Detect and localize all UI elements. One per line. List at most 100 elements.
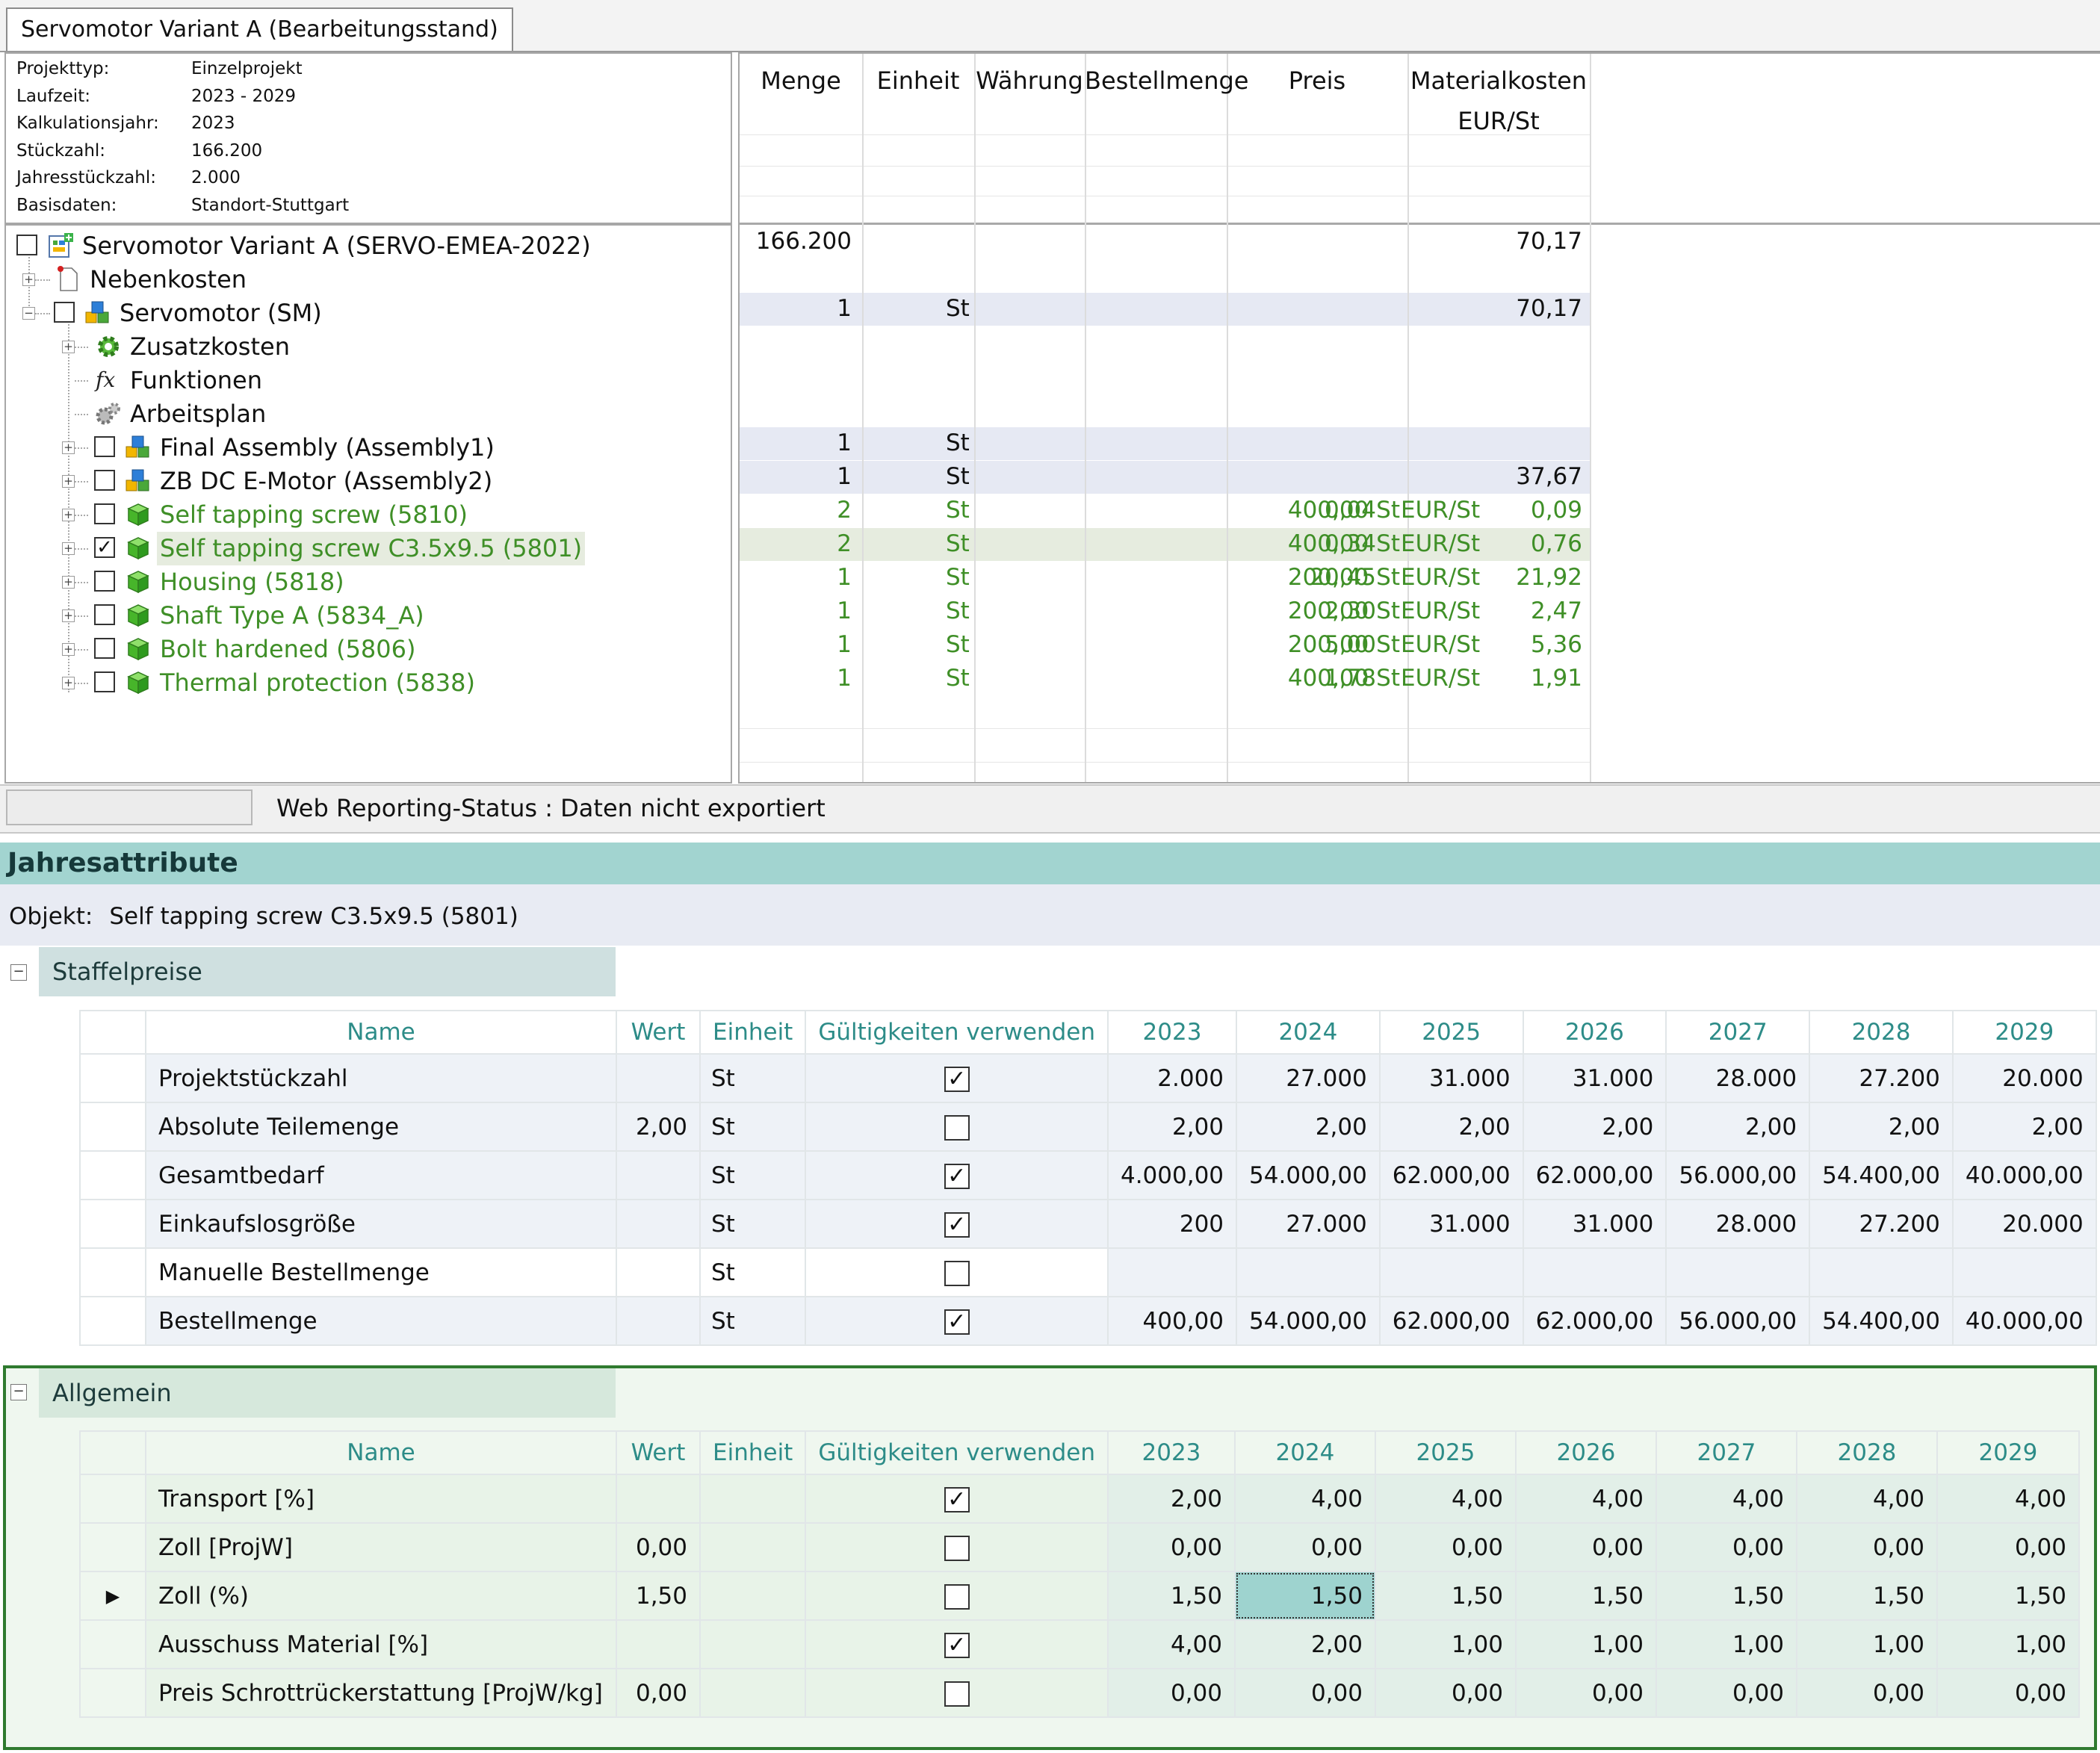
cell-year-2027[interactable]: 28.000 (1665, 1199, 1811, 1249)
cell-year-2024[interactable] (1236, 1247, 1381, 1297)
column-header[interactable]: 2028 (1809, 1010, 1954, 1055)
tree-checkbox[interactable] (94, 436, 115, 457)
cell-year-2029[interactable]: 40.000,00 (1951, 1296, 2097, 1346)
cell-year-2023[interactable]: 0,00 (1106, 1668, 1236, 1718)
tree-checkbox[interactable]: ✓ (94, 537, 115, 558)
cell-year-2029[interactable]: 20.000 (1951, 1199, 2097, 1249)
column-header[interactable]: Einheit (699, 1430, 807, 1475)
cell-wert[interactable] (616, 1150, 701, 1200)
cell-year-2023[interactable]: 2.000 (1106, 1053, 1238, 1103)
cell-wert[interactable] (616, 1199, 701, 1249)
gueltigkeiten-checkbox[interactable] (944, 1535, 970, 1561)
column-header-waehrung[interactable]: Währung (976, 66, 1083, 95)
tree-node[interactable]: + Bolt hardened (5806) (6, 633, 729, 666)
tree-checkbox[interactable] (54, 302, 75, 323)
tree-node[interactable]: + ZB DC E-Motor (Assembly2) (6, 465, 729, 498)
gueltigkeiten-checkbox[interactable]: ✓ (944, 1309, 970, 1335)
column-header[interactable]: 2029 (1936, 1430, 2080, 1475)
cell-year-2024[interactable]: 27.000 (1236, 1199, 1381, 1249)
cell-year-2027[interactable] (1665, 1247, 1811, 1297)
gueltigkeiten-checkbox[interactable] (944, 1260, 970, 1286)
column-header[interactable]: 2024 (1236, 1010, 1381, 1055)
cell-year-2029[interactable]: 1,50 (1936, 1571, 2080, 1621)
gueltigkeiten-checkbox[interactable]: ✓ (944, 1066, 970, 1092)
cell-year-2024[interactable]: 54.000,00 (1236, 1150, 1381, 1200)
cell-year-2025[interactable]: 62.000,00 (1378, 1296, 1524, 1346)
expand-icon[interactable]: + (62, 509, 75, 521)
column-header[interactable]: 2026 (1522, 1010, 1667, 1055)
table-row[interactable]: Projektstückzahl St ✓ 2.000 27.000 31.000 31.0… (79, 1053, 2097, 1103)
table-row[interactable]: Manuelle Bestellmenge St (79, 1247, 2097, 1297)
cell-year-2023[interactable]: 4.000,00 (1106, 1150, 1238, 1200)
cell-year-2029[interactable]: 40.000,00 (1951, 1150, 2097, 1200)
cell-year-2026[interactable]: 4,00 (1514, 1474, 1657, 1524)
tree-node[interactable]: + Self tapping screw (5810) (6, 498, 729, 532)
table-row[interactable]: Zoll [ProjW] 0,00 0,00 0,00 0,00 0,00 0,00 0,00… (79, 1522, 2080, 1572)
column-header[interactable]: Name (145, 1430, 617, 1475)
table-row[interactable]: Einkaufslosgröße St ✓ 200 27.000 31.000 31.000… (79, 1199, 2097, 1249)
tree-checkbox[interactable] (94, 604, 115, 625)
cell-year-2026[interactable]: 31.000 (1522, 1053, 1667, 1103)
gueltigkeiten-checkbox[interactable] (944, 1583, 970, 1610)
column-header[interactable]: 2026 (1514, 1430, 1657, 1475)
tree-checkbox[interactable] (94, 470, 115, 491)
cell-wert[interactable]: 0,00 (616, 1668, 701, 1718)
table-row[interactable]: ▶ Zoll (%) 1,50 1,50 1,50 1,50 1,50 1,50 1,50 1,5… (79, 1571, 2080, 1621)
column-header[interactable]: Gültigkeiten verwenden (805, 1430, 1109, 1475)
tree-checkbox[interactable] (94, 503, 115, 524)
cell-year-2029[interactable]: 2,00 (1951, 1102, 2097, 1152)
expand-icon[interactable]: + (62, 677, 75, 689)
column-header[interactable]: Einheit (699, 1010, 807, 1055)
cell-wert[interactable] (616, 1053, 701, 1103)
column-header-bestellmenge[interactable]: Bestellmenge (1085, 66, 1249, 95)
cell-year-2028[interactable]: 4,00 (1795, 1474, 1938, 1524)
cell-year-2029[interactable] (1951, 1247, 2097, 1297)
tree-node[interactable]: − Servomotor (SM) (6, 297, 729, 330)
expand-icon[interactable]: + (62, 475, 75, 488)
tree-checkbox[interactable] (94, 671, 115, 692)
cell-year-2029[interactable]: 0,00 (1936, 1522, 2080, 1572)
gueltigkeiten-checkbox[interactable]: ✓ (944, 1163, 970, 1189)
collapse-staffelpreise-icon[interactable]: − (10, 964, 27, 981)
expand-icon[interactable]: + (62, 643, 75, 656)
column-header-preis[interactable]: Preis (1288, 66, 1346, 95)
cell-year-2024[interactable]: 2,00 (1233, 1619, 1376, 1669)
cell-year-2027[interactable]: 28.000 (1665, 1053, 1811, 1103)
cell-year-2024[interactable]: 1,50 (1233, 1571, 1376, 1621)
column-header[interactable]: 2029 (1951, 1010, 2097, 1055)
column-header-materialkosten[interactable]: Materialkosten (1410, 66, 1588, 95)
expand-icon[interactable]: + (22, 273, 35, 286)
cell-year-2023[interactable]: 1,50 (1106, 1571, 1236, 1621)
expand-icon[interactable]: + (62, 441, 75, 454)
cell-year-2026[interactable]: 2,00 (1522, 1102, 1667, 1152)
cell-year-2023[interactable] (1106, 1247, 1238, 1297)
column-header[interactable]: 2027 (1655, 1430, 1797, 1475)
column-header[interactable]: Name (145, 1010, 617, 1055)
cell-year-2027[interactable]: 56.000,00 (1665, 1296, 1811, 1346)
cell-year-2028[interactable]: 1,50 (1795, 1571, 1938, 1621)
cell-year-2027[interactable]: 0,00 (1655, 1668, 1797, 1718)
column-header[interactable]: 2028 (1795, 1430, 1938, 1475)
cell-year-2028[interactable]: 0,00 (1795, 1668, 1938, 1718)
cell-year-2027[interactable]: 56.000,00 (1665, 1150, 1811, 1200)
cell-year-2024[interactable]: 0,00 (1233, 1522, 1376, 1572)
table-row[interactable]: Transport [%] ✓ 2,00 4,00 4,00 4,00 4,00 4,00 4,… (79, 1474, 2080, 1524)
tree-checkbox[interactable] (94, 638, 115, 659)
cell-year-2026[interactable]: 1,00 (1514, 1619, 1657, 1669)
cell-year-2029[interactable]: 4,00 (1936, 1474, 2080, 1524)
tree-checkbox[interactable] (16, 235, 37, 255)
cell-year-2025[interactable]: 0,00 (1374, 1522, 1517, 1572)
cell-year-2023[interactable]: 400,00 (1106, 1296, 1238, 1346)
column-header-einheit[interactable]: Einheit (876, 66, 960, 95)
expand-icon[interactable]: + (62, 609, 75, 622)
tree-node[interactable]: + Zusatzkosten (6, 330, 729, 364)
column-header[interactable]: 2025 (1378, 1010, 1524, 1055)
cell-wert[interactable] (616, 1296, 701, 1346)
cell-year-2026[interactable]: 62.000,00 (1522, 1296, 1667, 1346)
cell-wert[interactable]: 2,00 (616, 1102, 701, 1152)
column-header[interactable]: 2023 (1106, 1430, 1236, 1475)
gueltigkeiten-checkbox[interactable]: ✓ (944, 1211, 970, 1238)
cell-year-2027[interactable]: 4,00 (1655, 1474, 1797, 1524)
cell-year-2024[interactable]: 2,00 (1236, 1102, 1381, 1152)
column-header-menge[interactable]: Menge (761, 66, 841, 95)
